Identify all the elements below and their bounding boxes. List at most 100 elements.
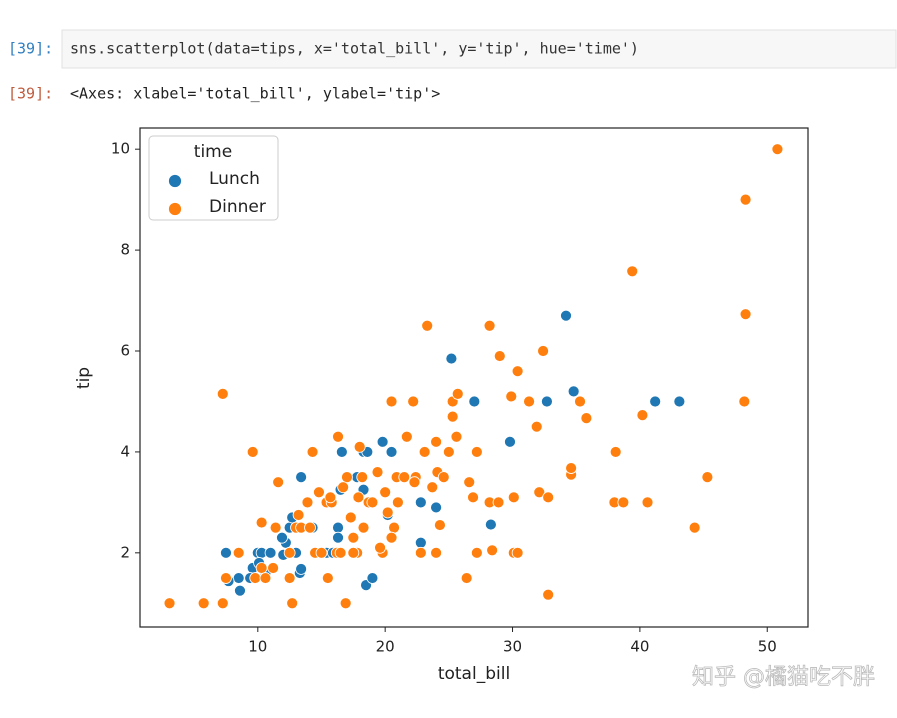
point <box>574 395 586 408</box>
point <box>324 491 337 504</box>
point <box>617 496 630 509</box>
point <box>283 546 296 559</box>
legend-marker <box>168 174 182 188</box>
point <box>267 562 279 574</box>
y-tick-label: 4 <box>120 442 130 460</box>
point <box>246 446 259 458</box>
point <box>283 572 296 584</box>
legend-label: Lunch <box>209 169 260 189</box>
legend-marker <box>168 202 182 216</box>
point <box>542 491 555 504</box>
point <box>641 496 654 509</box>
point <box>255 516 268 529</box>
point <box>626 265 639 278</box>
legend-title: time <box>194 142 232 162</box>
point <box>264 546 277 559</box>
point <box>688 521 701 534</box>
point <box>400 430 413 443</box>
point <box>295 471 308 484</box>
point <box>321 572 334 584</box>
point <box>523 395 535 408</box>
point <box>430 435 443 448</box>
point <box>505 390 518 403</box>
point <box>771 143 784 156</box>
x-tick-label: 10 <box>248 638 267 656</box>
point <box>414 546 427 559</box>
point <box>374 541 386 554</box>
point <box>507 491 520 504</box>
point <box>493 350 506 362</box>
legend-box <box>148 135 279 221</box>
point <box>334 546 347 559</box>
point <box>220 546 232 559</box>
point <box>234 584 246 597</box>
point <box>560 309 572 322</box>
point <box>541 395 553 408</box>
point <box>398 471 411 484</box>
point <box>385 446 398 458</box>
point <box>163 597 176 610</box>
point <box>408 476 421 489</box>
input-prompt: [39]: <box>8 40 53 58</box>
point <box>366 572 379 584</box>
point <box>259 572 272 584</box>
point <box>530 420 543 433</box>
point <box>437 471 450 484</box>
y-axis-label: tip <box>74 367 94 389</box>
point <box>269 521 282 534</box>
point <box>216 387 229 400</box>
point <box>533 486 546 499</box>
point <box>249 572 262 584</box>
y-tick-label: 10 <box>111 140 130 158</box>
point <box>232 572 245 584</box>
point <box>315 546 328 559</box>
point <box>347 546 360 559</box>
point <box>450 430 463 443</box>
code: sns.scatterplot(data=tips, x='total_bill… <box>70 40 639 58</box>
code-cell[interactable] <box>61 29 897 69</box>
point <box>220 572 232 584</box>
point <box>470 446 483 458</box>
x-tick-label: 20 <box>376 638 395 656</box>
point <box>379 486 392 499</box>
point <box>341 471 353 484</box>
point <box>332 521 344 534</box>
point <box>511 365 524 378</box>
point <box>430 501 443 514</box>
point <box>445 352 458 365</box>
point <box>446 410 459 423</box>
x-axis-label: total_bill <box>438 664 510 684</box>
point <box>292 509 305 521</box>
point <box>272 476 285 489</box>
point <box>442 446 455 458</box>
point <box>255 562 268 574</box>
y-tick-label: 8 <box>120 241 130 259</box>
point <box>357 521 370 534</box>
point <box>337 481 350 494</box>
point <box>430 546 443 559</box>
point <box>197 597 210 610</box>
x-tick-label: 30 <box>503 638 522 656</box>
watermark: 知乎 @橘猫吃不胖 <box>692 665 875 690</box>
point <box>739 193 752 206</box>
point <box>460 572 473 584</box>
point <box>352 491 365 504</box>
point <box>295 563 308 575</box>
point <box>580 412 593 425</box>
point <box>381 506 394 519</box>
point <box>385 395 398 408</box>
point <box>565 462 578 474</box>
point <box>407 395 420 408</box>
point <box>421 319 434 332</box>
x-tick-label: 50 <box>758 638 777 656</box>
point <box>426 481 439 494</box>
point <box>356 471 369 484</box>
point <box>414 536 427 549</box>
point <box>335 446 348 458</box>
point <box>504 435 516 448</box>
point <box>511 546 524 559</box>
point <box>376 435 389 448</box>
point <box>388 521 400 534</box>
